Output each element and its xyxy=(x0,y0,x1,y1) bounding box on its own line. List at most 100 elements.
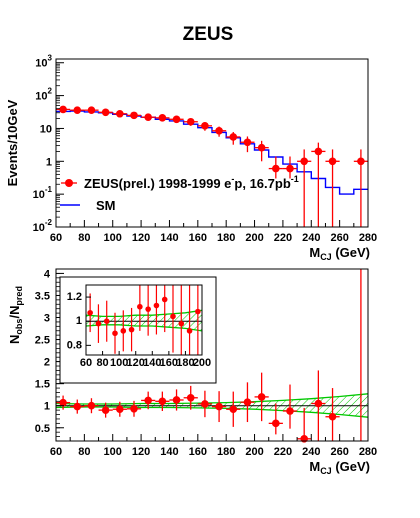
y-tick-base: 10 xyxy=(40,123,52,135)
inset-x-tick-label: 140 xyxy=(143,357,161,369)
x-axis-label-main: M xyxy=(309,459,320,474)
data-point xyxy=(286,164,294,173)
x-tick-label: 260 xyxy=(330,232,348,244)
top-y-axis-label: Events/10GeV xyxy=(5,99,20,186)
y-tick-label: 0.5 xyxy=(35,423,50,435)
inset-frame xyxy=(85,284,203,356)
data-point xyxy=(314,147,323,156)
ratio-point xyxy=(286,407,294,415)
x-tick-label: 240 xyxy=(302,232,320,244)
data-point xyxy=(144,113,152,121)
data-point xyxy=(357,157,365,166)
ratio-point xyxy=(272,419,280,428)
legend-data-superscript: - xyxy=(231,174,234,184)
y-tick-label: 2.5 xyxy=(35,335,50,347)
y-tick-label: 4 xyxy=(44,268,51,280)
x-tick-label: 60 xyxy=(50,232,62,244)
x-tick-label: 280 xyxy=(359,232,377,244)
y-tick-exponent: 2 xyxy=(48,87,53,96)
top-x-axis-label: MCJ (GeV) xyxy=(309,245,370,262)
x-tick-label: 180 xyxy=(217,232,235,244)
ratio-label-n: N xyxy=(7,335,22,344)
ratio-point xyxy=(158,397,167,406)
inset-x-tick-label: 180 xyxy=(176,357,194,369)
y-tick-base: 10 xyxy=(35,91,47,103)
x-axis-label-subscript: CJ xyxy=(320,252,332,262)
ratio-point xyxy=(87,401,96,410)
y-tick-label: 1 xyxy=(44,401,50,413)
top-chart: 60 80 100 120 140 160 180 200 220 240 260 28010-210… xyxy=(5,54,377,262)
ratio-label-slash-n: /N xyxy=(7,306,22,319)
data-point xyxy=(130,111,138,120)
y-tick-label: 3 xyxy=(44,313,50,325)
ratio-point xyxy=(314,399,323,408)
y-tick-label: 103 xyxy=(35,54,52,70)
inset-y-tick-label: 1 xyxy=(76,315,82,327)
inset-point xyxy=(137,303,143,310)
legend-data-text-2: p, 16.7pb xyxy=(234,176,290,191)
data-point xyxy=(101,108,110,117)
x-tick-label: 240 xyxy=(302,446,320,458)
legend-data-text: ZEUS(prel.) 1998-1999 e xyxy=(84,176,231,191)
inset-point xyxy=(145,306,151,312)
ratio-point xyxy=(101,406,110,414)
y-tick-label: 1.5 xyxy=(35,379,50,391)
x-axis-label-subscript: CJ xyxy=(320,466,332,476)
data-point xyxy=(300,157,308,166)
ratio-point xyxy=(257,393,266,401)
data-point xyxy=(116,109,124,118)
ratio-point xyxy=(186,393,195,402)
y-tick-label: 3.5 xyxy=(35,290,50,302)
data-point xyxy=(158,114,167,122)
inset-x-tick-label: 200 xyxy=(193,357,211,369)
inset-point xyxy=(112,330,118,337)
y-tick-exponent: 3 xyxy=(48,54,53,63)
inset-point xyxy=(87,309,93,316)
data-point xyxy=(172,115,181,124)
data-point xyxy=(328,157,337,166)
y-tick-base: 10 xyxy=(33,222,45,234)
inset-point xyxy=(161,296,168,303)
data-point xyxy=(243,138,252,147)
data-point xyxy=(73,106,82,114)
x-tick-label: 220 xyxy=(274,232,292,244)
legend-data-label: ZEUS(prel.) 1998-1999 e-p, 16.7pb-1 xyxy=(84,174,299,191)
y-tick-label: 10-2 xyxy=(33,218,53,234)
ratio-point xyxy=(229,405,238,414)
y-tick-label: 10 xyxy=(40,123,52,135)
x-tick-label: 280 xyxy=(359,446,377,458)
x-tick-label: 120 xyxy=(132,232,150,244)
inset-band-upper xyxy=(86,309,202,318)
data-point xyxy=(215,126,223,135)
sm-uncertainty-band-upper xyxy=(55,393,369,405)
ratio-point xyxy=(130,405,138,413)
inset-x-tick-label: 160 xyxy=(160,357,178,369)
inset-point xyxy=(153,302,160,309)
x-axis-label-unit: (GeV) xyxy=(332,245,370,260)
inset-point xyxy=(95,320,102,327)
x-tick-label: 160 xyxy=(189,232,207,244)
x-tick-label: 120 xyxy=(132,446,150,458)
data-point xyxy=(59,105,67,114)
x-tick-label: 200 xyxy=(245,446,263,458)
inset-y-tick-label: 0.8 xyxy=(67,339,82,351)
inset-x-tick-label: 60 xyxy=(80,357,92,369)
ratio-point xyxy=(243,398,252,406)
ratio-point xyxy=(172,396,181,404)
legend-data-superscript-2: -1 xyxy=(291,174,299,184)
inset-point xyxy=(103,318,110,325)
ratio-point xyxy=(116,405,124,414)
y-tick-label: 102 xyxy=(35,87,52,103)
x-axis-label-main: M xyxy=(309,245,320,260)
figure-title: ZEUS xyxy=(183,24,234,45)
ratio-label-pred: pred xyxy=(14,286,24,306)
y-tick-label: 10-1 xyxy=(33,185,53,201)
x-tick-label: 160 xyxy=(189,446,207,458)
sm-histogram-line xyxy=(56,110,368,195)
x-axis-label-unit: (GeV) xyxy=(332,459,370,474)
inset-x-tick-label: 120 xyxy=(127,357,145,369)
data-point xyxy=(257,143,266,152)
x-tick-label: 80 xyxy=(78,446,90,458)
